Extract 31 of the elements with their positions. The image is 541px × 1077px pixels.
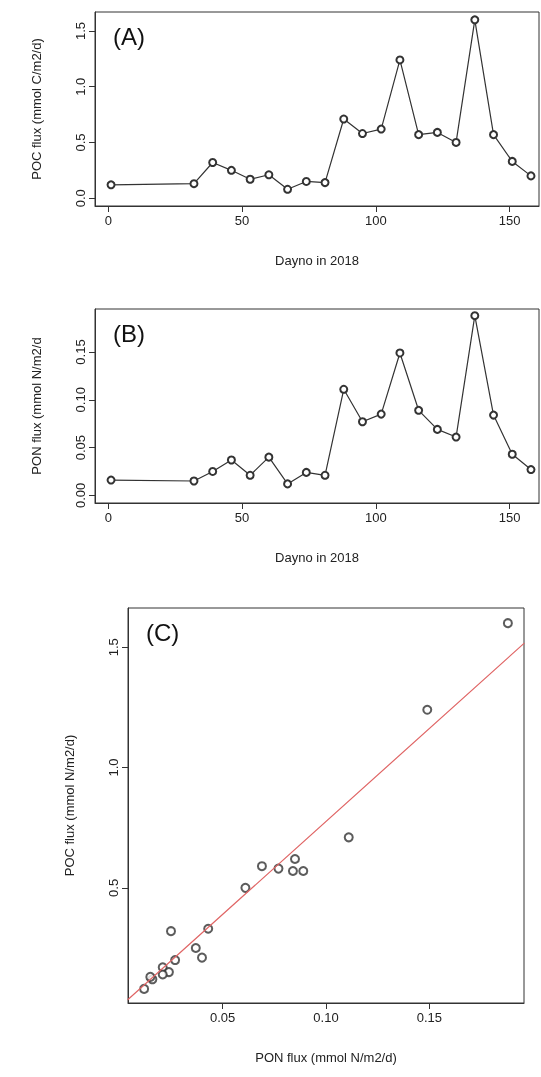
x-tick-label: 50 [234, 213, 250, 228]
y-axis-title: POC flux (mmol N/m2/d) [62, 734, 77, 877]
x-tick-label: 0.15 [416, 1010, 442, 1025]
annotation: (A) [113, 22, 145, 50]
y-tick-label: 0.10 [73, 387, 88, 413]
y-tick-label: 1.0 [73, 77, 88, 96]
y-tick-label: 1.5 [73, 21, 88, 40]
annotation: (C) [146, 618, 180, 646]
x-axis-title: PON flux (mmol N/m2/d) [255, 1050, 397, 1065]
annotation: (B) [113, 319, 145, 347]
y-tick-label: 1.5 [106, 638, 121, 657]
x-tick-label: 50 [234, 510, 250, 525]
x-tick-label: 0.10 [313, 1010, 339, 1025]
y-axis-title: POC flux (mmol C/m2/d) [29, 38, 44, 180]
y-tick-label: 0.5 [73, 133, 88, 152]
x-tick-label: 150 [498, 213, 521, 228]
x-tick-label: 150 [498, 510, 521, 525]
y-tick-label: 1.0 [106, 758, 121, 777]
x-tick-label: 0.05 [210, 1010, 236, 1025]
x-axis-title: Dayno in 2018 [275, 253, 359, 268]
x-tick-label: 0 [104, 510, 112, 525]
y-tick-label: 0.15 [73, 339, 88, 365]
x-axis-title: Dayno in 2018 [275, 550, 359, 565]
y-tick-label: 0.0 [73, 189, 88, 208]
y-tick-label: 0.00 [73, 482, 88, 509]
y-axis-title: PON flux (mmol N/m2/d [29, 337, 44, 475]
x-tick-label: 100 [364, 510, 387, 525]
y-tick-label: 0.5 [106, 878, 121, 897]
x-tick-label: 0 [104, 213, 112, 228]
y-tick-label: 0.05 [73, 434, 88, 461]
x-tick-label: 100 [364, 213, 387, 228]
